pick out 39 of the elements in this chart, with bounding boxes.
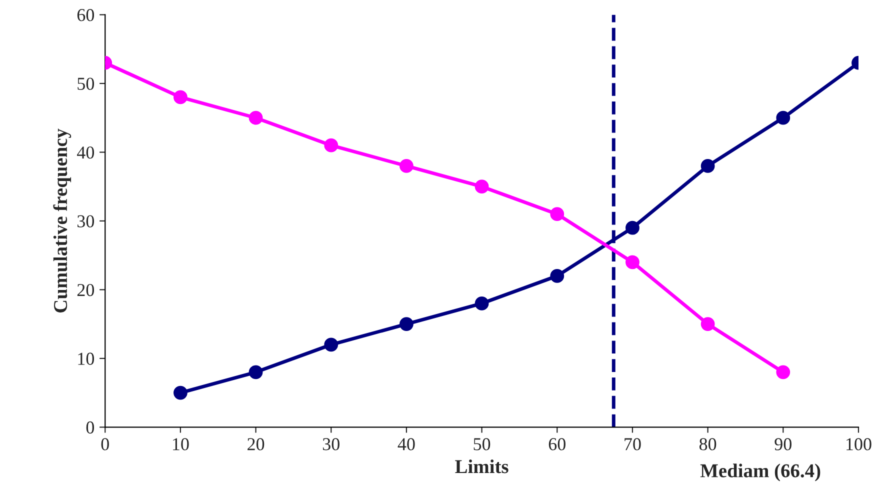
point [776, 365, 790, 380]
y-tick-label: 30 [78, 215, 94, 228]
x-tick-label: 40 [398, 438, 415, 450]
y-tick-label: 0 [86, 421, 94, 434]
point [550, 207, 564, 222]
y-tick-label: 40 [77, 146, 94, 159]
y-tick-label: 60 [77, 8, 94, 22]
point [324, 138, 338, 152]
y-tick-label: 20 [77, 284, 94, 296]
point [474, 180, 489, 194]
point [324, 338, 338, 352]
point [776, 110, 790, 125]
point [174, 90, 188, 104]
x-tick-label: 0 [101, 438, 109, 450]
point [174, 386, 188, 400]
point [400, 317, 414, 332]
point [248, 365, 263, 380]
point [474, 296, 489, 310]
point [550, 268, 564, 283]
text: Mediam (66.4) [700, 464, 820, 482]
y-tick-label: 50 [78, 78, 94, 90]
x-tick-label: 70 [624, 438, 641, 450]
y-tick-label: 10 [78, 352, 94, 365]
x-tick-label: 60 [548, 438, 566, 450]
x-tick-label: 20 [248, 438, 264, 450]
x-tick-label: 100 [846, 438, 872, 450]
point [700, 159, 715, 173]
x-tick-label: 50 [474, 438, 490, 450]
y-axis-title: Cumulative frequency [53, 128, 72, 312]
point [626, 255, 640, 270]
x-tick-label: 30 [322, 438, 340, 450]
x-tick-label: 90 [774, 438, 792, 450]
point [248, 110, 263, 125]
point [626, 220, 640, 235]
x-tick-label: 10 [173, 438, 189, 450]
point [400, 159, 414, 173]
x-axis-title: Limits [455, 460, 508, 474]
x-tick-label: 80 [699, 438, 716, 450]
point [700, 317, 715, 332]
